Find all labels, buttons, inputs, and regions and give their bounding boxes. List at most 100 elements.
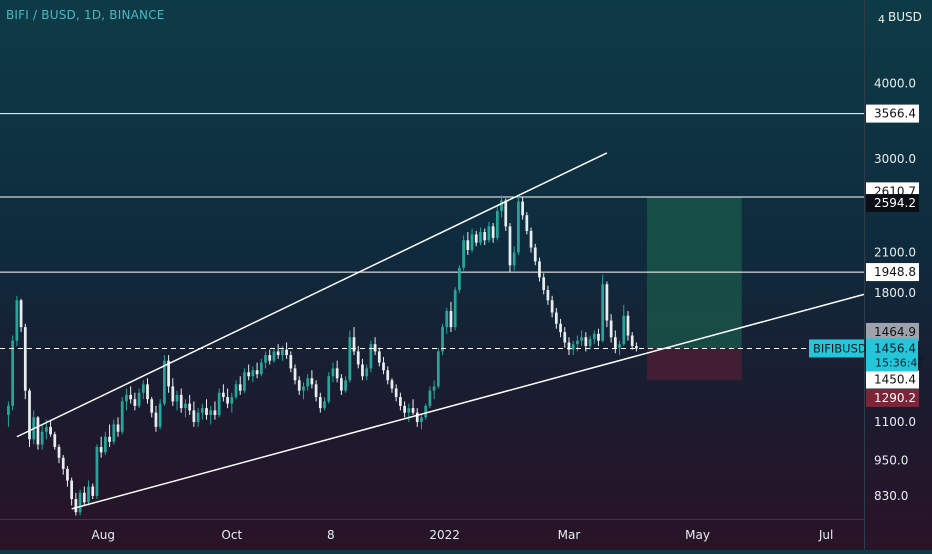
y-tick-label: 1800.0 — [874, 286, 916, 300]
candle-body — [285, 349, 288, 356]
candle-body — [483, 232, 487, 241]
candle-body — [399, 397, 402, 406]
price-label-text: 1290.2 — [874, 391, 916, 405]
candle-body — [563, 332, 567, 343]
candle-body — [171, 386, 175, 402]
price-label-bg — [866, 263, 919, 282]
symbol-badge-text: BIFIBUSD — [813, 341, 867, 355]
candle-body — [529, 230, 533, 248]
candle-body — [470, 234, 474, 250]
candle-body — [213, 410, 217, 415]
price-label-text: 1464.9 — [874, 325, 916, 339]
candle-body — [297, 380, 301, 391]
candle-body — [327, 376, 331, 402]
candle-body — [120, 401, 124, 432]
candle-body — [314, 384, 318, 398]
candle-body — [487, 226, 491, 241]
candle-body — [49, 426, 52, 435]
candle-body — [205, 408, 208, 415]
candle-body — [356, 351, 360, 365]
candle-body — [436, 351, 440, 387]
candle-body — [281, 349, 284, 356]
candle-body — [70, 480, 74, 500]
candle-body — [192, 410, 196, 423]
candle-body — [66, 468, 69, 481]
candle-body — [188, 403, 192, 411]
current-price-bg — [866, 338, 918, 372]
candle-body — [512, 252, 516, 266]
candle-body — [230, 397, 234, 404]
candle-body — [630, 335, 634, 347]
candle-body — [234, 384, 238, 398]
candle-body — [508, 226, 512, 266]
candle-body — [200, 408, 204, 413]
y-axis-unit: 4 BUSD — [878, 10, 922, 26]
candle-body — [504, 200, 508, 227]
candle-body — [116, 424, 120, 432]
candle-body — [601, 284, 605, 341]
candle-body — [141, 384, 145, 393]
symbol-badge-bg — [809, 339, 864, 358]
candle-body — [103, 436, 107, 453]
candle-body — [407, 408, 411, 413]
y-axis-unit-prefix: 4 — [878, 13, 885, 26]
candle-body — [525, 215, 529, 231]
candle-body — [95, 447, 99, 496]
candle-body — [335, 368, 339, 379]
candle-body — [428, 390, 432, 406]
candle-body — [251, 370, 255, 377]
candle-body — [538, 261, 541, 278]
candle-body — [340, 378, 343, 391]
candle-body — [36, 417, 40, 445]
candle-body — [390, 380, 394, 389]
target-zone — [646, 197, 742, 349]
candle-body — [112, 424, 116, 442]
symbol-badge: BIFIBUSD — [809, 339, 867, 358]
candle-body — [382, 362, 385, 371]
candle-body — [554, 312, 558, 324]
candle-body — [479, 232, 482, 243]
price-label-text: 1948.8 — [874, 265, 916, 279]
candle-body — [310, 378, 314, 385]
candle-body — [403, 405, 406, 413]
trendline-upper-channel — [16, 152, 608, 438]
price-label: 1290.2 — [866, 389, 919, 407]
candle-body — [184, 403, 187, 409]
stop-zone — [646, 348, 742, 381]
candle-body — [491, 226, 495, 238]
candle-body — [28, 390, 31, 440]
candle-body — [293, 368, 297, 381]
candle-body — [432, 386, 436, 391]
candle-body — [495, 210, 499, 238]
price-label: 3566.4 — [866, 104, 919, 123]
price-label: 1948.8 — [866, 263, 919, 282]
candle-body — [133, 399, 137, 406]
trendline-lower-channel — [71, 293, 865, 510]
x-tick-label: 8 — [327, 528, 335, 542]
candle-body — [466, 240, 470, 250]
current-price-text: 1456.4 — [874, 341, 916, 355]
candle-body — [146, 384, 149, 400]
y-tick-label: 950.0 — [874, 453, 908, 467]
y-tick-label: 830.0 — [874, 489, 908, 503]
candle-body — [61, 457, 65, 469]
candle-body — [15, 300, 19, 341]
candle-body — [209, 410, 213, 415]
candle-body — [40, 431, 44, 445]
candle-body — [441, 327, 444, 352]
candle-body — [613, 337, 617, 348]
candle-body — [559, 323, 562, 333]
x-tick-label: May — [685, 528, 710, 542]
candle-body — [576, 340, 579, 345]
candle-body — [243, 372, 246, 391]
candle-body — [521, 201, 524, 216]
candle-body — [369, 344, 373, 369]
candle-body — [302, 386, 305, 391]
candle-body — [411, 408, 415, 413]
candle-body — [125, 394, 128, 402]
candle-body — [453, 290, 457, 328]
candle-body — [167, 360, 170, 387]
candle-body — [546, 290, 550, 301]
candle-body — [361, 364, 364, 377]
